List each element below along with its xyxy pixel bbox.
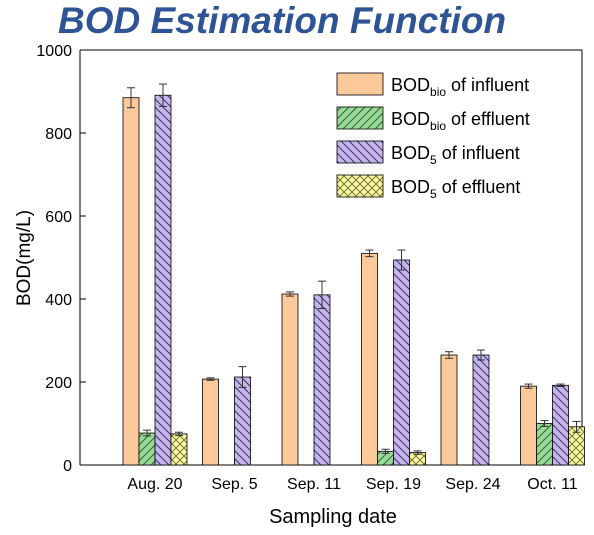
y-ticks: 0 200 400 600 800 1000 — [36, 43, 86, 475]
legend-item-3: BOD5 of influent — [336, 140, 520, 167]
error-bar — [381, 448, 390, 454]
y-axis-label: BOD(mg/L) — [14, 210, 35, 306]
bar-series-1-2 — [202, 378, 219, 466]
bar-series-3-2 — [234, 376, 251, 466]
legend: BODbio of influent BODbio of effluent BOD5… — [336, 72, 530, 201]
error-bar — [572, 420, 581, 433]
error-bar — [318, 280, 326, 310]
x-axis-label: Sampling date — [269, 506, 397, 528]
x-tick-label: Sep. 11 — [287, 476, 341, 493]
legend-item-2: BODbio of effluent — [336, 106, 530, 133]
error-bar — [445, 351, 453, 359]
bar-series-4-1 — [170, 433, 188, 466]
y-tick-label: 800 — [45, 126, 72, 143]
legend-swatch — [336, 106, 384, 130]
x-tick-label: Sep. 5 — [211, 476, 257, 493]
legend-label: BODbio of influent — [391, 75, 529, 99]
error-bar — [540, 420, 549, 427]
legend-label: BODbio of effluent — [391, 109, 530, 133]
y-tick-label: 0 — [63, 458, 72, 475]
bar-series-3-1 — [154, 94, 172, 466]
error-bar — [175, 431, 183, 437]
legend-swatch — [336, 174, 384, 198]
legend-label: BOD5 of effluent — [391, 177, 520, 201]
x-tick-label: Sep. 19 — [366, 476, 421, 493]
y-tick-label: 600 — [45, 209, 72, 226]
y-tick-label: 1000 — [36, 43, 72, 60]
bar-series-3-6 — [552, 384, 569, 466]
bar-series-1-6 — [520, 385, 537, 466]
legend-item-4: BOD5 of effluent — [336, 174, 520, 201]
error-bar — [413, 450, 422, 455]
x-tick-label: Oct. 11 — [527, 476, 577, 493]
bar-series-1-4 — [361, 252, 378, 466]
error-bar — [143, 429, 151, 437]
legend-swatch — [336, 72, 384, 96]
bar-series-1-3 — [281, 293, 299, 466]
error-bar — [206, 377, 215, 381]
error-bar — [365, 249, 374, 258]
bar-series-2-6 — [536, 423, 553, 466]
page-title: BOD Estimation Function — [58, 0, 507, 41]
error-bar — [286, 291, 294, 297]
error-bar — [159, 83, 167, 107]
bar-series-3-3 — [313, 294, 331, 466]
bar-series-3-5 — [472, 354, 490, 466]
bar-series-1-1 — [122, 97, 140, 466]
error-bar — [397, 249, 406, 271]
legend-swatch — [336, 140, 384, 164]
bar-series-3-4 — [393, 259, 410, 466]
y-tick-label: 400 — [45, 292, 72, 309]
x-ticks: Aug. 20 Sep. 5 Sep. 11 Sep. 19 Sep. 24 Oct. 1… — [127, 460, 578, 493]
y-tick-label: 200 — [45, 375, 72, 392]
bars — [122, 94, 585, 466]
bar-series-1-5 — [440, 354, 458, 466]
error-bar — [127, 87, 135, 109]
legend-item-1: BODbio of influent — [336, 72, 529, 99]
error-bar — [477, 349, 485, 361]
error-bars — [127, 83, 581, 455]
bar-series-2-1 — [138, 432, 156, 466]
error-bar — [238, 366, 247, 388]
error-bar — [556, 383, 565, 388]
legend-label: BOD5 of influent — [391, 143, 520, 167]
error-bar — [524, 383, 533, 389]
x-tick-label: Aug. 20 — [127, 476, 182, 493]
x-tick-label: Sep. 24 — [445, 476, 500, 493]
